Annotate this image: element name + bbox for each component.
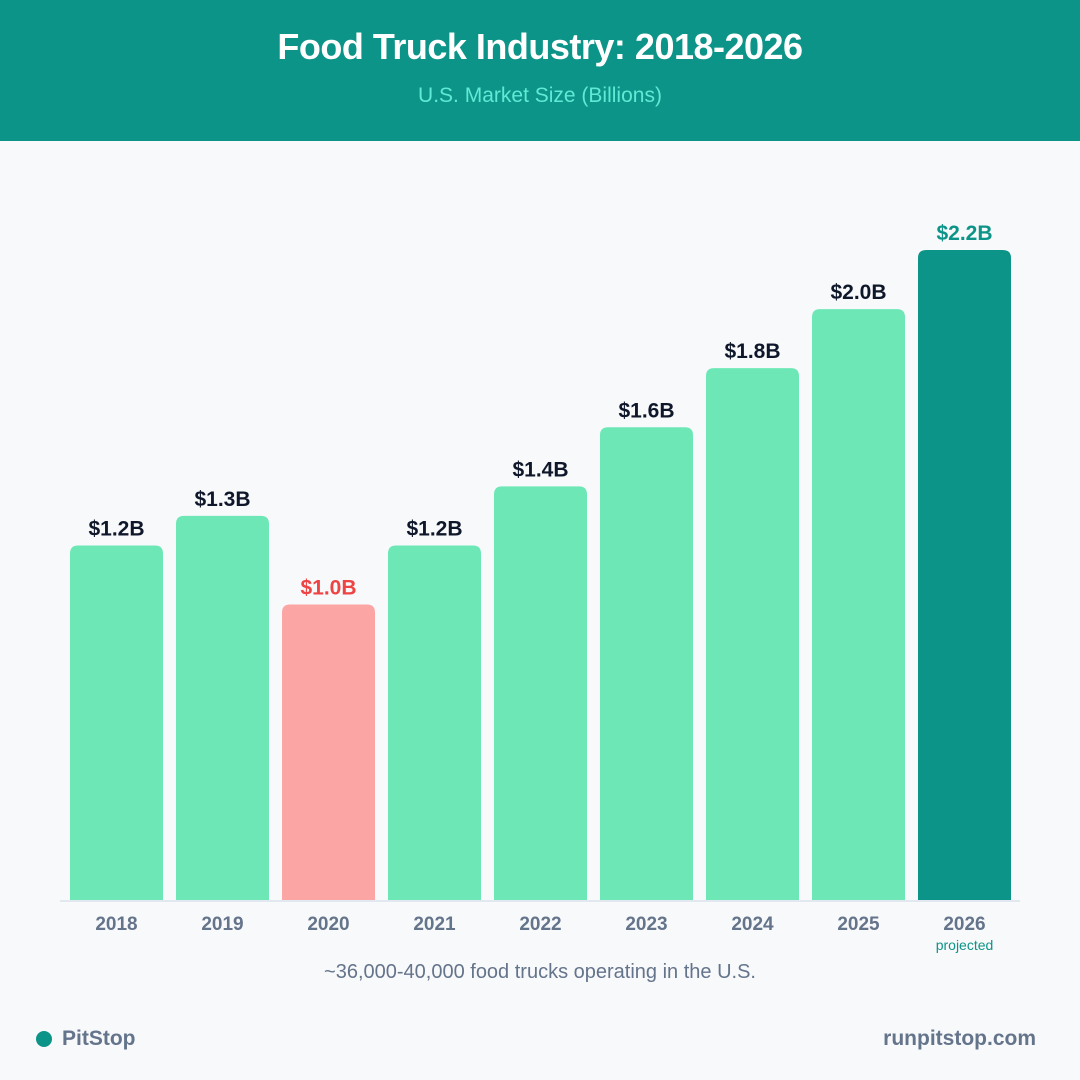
x-tick-label-2022: 2022: [519, 914, 561, 935]
bar-2025: [812, 309, 905, 900]
bar-chart: $1.2B 2018 $1.3B 2019 $1.0B 2020 $1.2B 2021 $1.4…: [60, 222, 1020, 953]
x-tick-label-2023: 2023: [625, 914, 667, 935]
website-url: runpitstop.com: [883, 1027, 1036, 1050]
data-label-2024: $1.8B: [724, 340, 780, 363]
data-label-2021: $1.2B: [406, 517, 462, 540]
x-tick-note-2026: projected: [936, 937, 994, 953]
data-label-2026: $2.2B: [936, 222, 992, 245]
data-label-2018: $1.2B: [88, 517, 144, 540]
bar-2024: [706, 368, 799, 900]
x-tick-label-2026: 2026: [943, 914, 985, 935]
bar-2020: [282, 604, 375, 900]
chart-subtitle: U.S. Market Size (Billions): [418, 84, 662, 107]
data-label-2025: $2.0B: [830, 281, 886, 304]
header: Food Truck Industry: 2018-2026 U.S. Mark…: [0, 0, 1080, 141]
data-label-2020: $1.0B: [300, 577, 356, 600]
footnote: ~36,000-40,000 food trucks operating in …: [324, 961, 756, 983]
brand-dot-icon: [36, 1031, 52, 1047]
x-tick-label-2019: 2019: [201, 914, 243, 935]
bar-2022: [494, 486, 587, 900]
bar-2026: [918, 250, 1011, 900]
bar-2018: [70, 545, 163, 900]
bar-2023: [600, 427, 693, 900]
chart-title: Food Truck Industry: 2018-2026: [277, 26, 803, 67]
data-label-2019: $1.3B: [194, 488, 250, 511]
x-tick-label-2018: 2018: [95, 914, 137, 935]
brand-name: PitStop: [62, 1027, 136, 1050]
bar-2019: [176, 515, 269, 900]
x-tick-label-2021: 2021: [413, 914, 456, 935]
bar-2021: [388, 545, 481, 900]
x-tick-label-2025: 2025: [837, 914, 880, 935]
brand-logo: PitStop: [36, 1027, 136, 1051]
x-tick-label-2024: 2024: [731, 914, 774, 935]
data-label-2023: $1.6B: [618, 399, 674, 422]
data-label-2022: $1.4B: [512, 458, 568, 481]
x-tick-label-2020: 2020: [307, 914, 349, 935]
